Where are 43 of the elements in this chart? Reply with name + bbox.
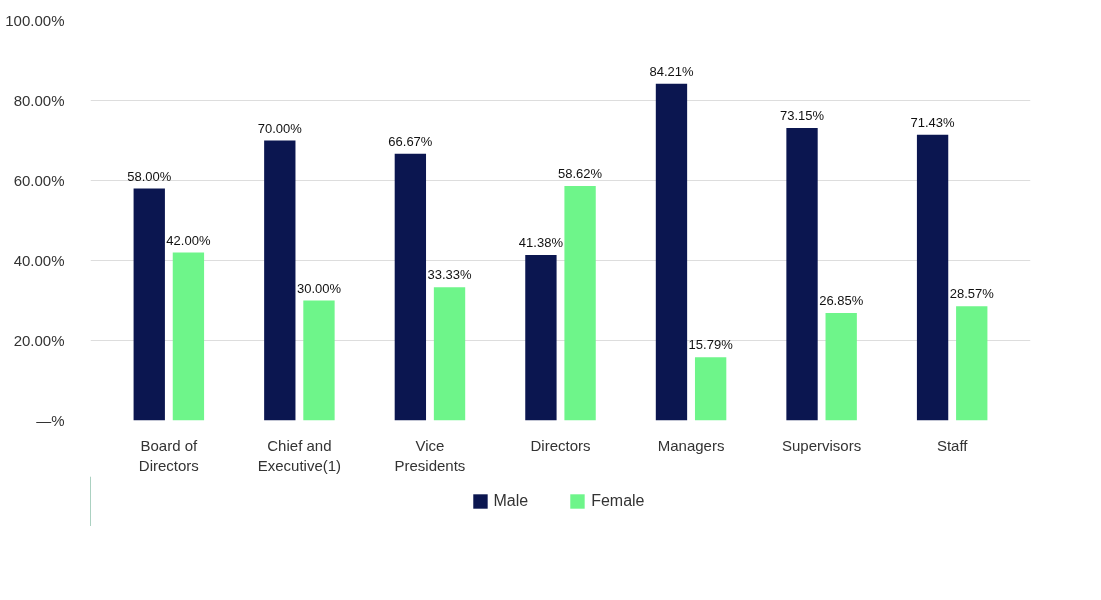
bar (394, 153, 427, 421)
data-label: 70.00% (257, 120, 303, 136)
bar (303, 300, 335, 421)
data-label: 41.38% (518, 234, 564, 250)
y-tick-label: 40.00% (13, 252, 65, 269)
bar (825, 313, 857, 421)
x-tick-label: Staff (936, 436, 969, 454)
data-label: 58.62% (558, 166, 603, 182)
bar (525, 254, 557, 421)
x-tick-label: Vice Presidents (394, 436, 466, 474)
legend-label: Male (493, 492, 529, 510)
bar (433, 287, 466, 421)
x-tick-label: Directors (530, 436, 591, 454)
x-tick-label: Supervisors (782, 436, 862, 454)
bar (133, 188, 165, 421)
y-tick-label: 60.00% (13, 172, 65, 189)
bar (956, 306, 988, 421)
y-tick-label: 80.00% (13, 92, 65, 109)
data-label: 66.67% (388, 133, 433, 149)
data-label: 73.15% (779, 107, 825, 123)
bar (564, 186, 596, 421)
data-label: 42.00% (166, 232, 211, 248)
data-label: 84.21% (649, 63, 694, 79)
bar (916, 134, 949, 421)
legend-label: Female (591, 492, 645, 510)
x-tick-label: Managers (657, 436, 725, 454)
data-label: 58.00% (127, 168, 172, 184)
data-label: 26.85% (819, 293, 864, 309)
bar (172, 252, 205, 421)
x-tick-label: Chief and Executive(1) (257, 436, 342, 474)
bar (264, 140, 296, 421)
y-tick-label: —% (36, 412, 65, 429)
bar (694, 357, 727, 421)
y-tick-label: 100.00% (5, 12, 65, 29)
bar (786, 127, 818, 421)
data-label: 28.57% (949, 286, 995, 302)
x-tick-label: Board of Directors (138, 436, 199, 474)
data-label: 71.43% (910, 114, 956, 130)
data-label: 30.00% (296, 280, 342, 296)
y-tick-label: 20.00% (13, 332, 65, 349)
bar (655, 83, 688, 421)
data-label: 33.33% (427, 267, 473, 283)
data-label: 15.79% (688, 337, 734, 353)
